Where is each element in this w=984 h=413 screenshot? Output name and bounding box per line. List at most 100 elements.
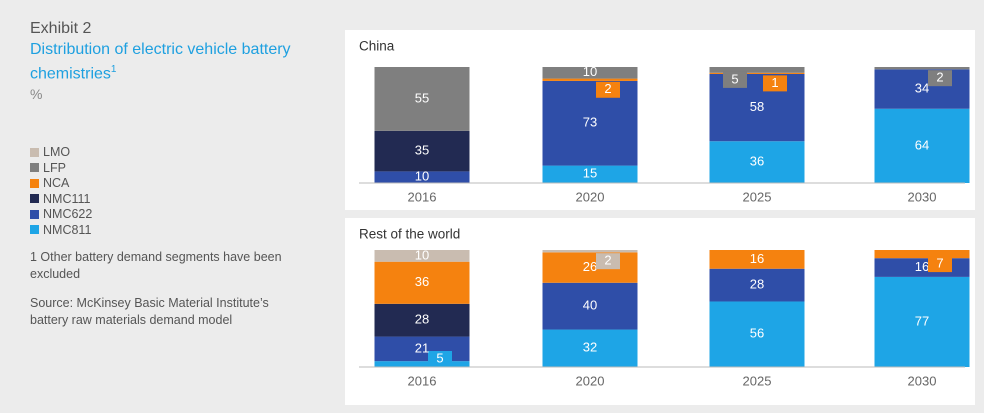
value-label: 35	[415, 143, 429, 158]
value-label: 1	[771, 75, 778, 90]
bar-segment	[709, 301, 805, 367]
value-label-box	[596, 81, 620, 98]
footnote: 1 Other battery demand segments have bee…	[30, 250, 282, 282]
value-label: 26	[583, 259, 597, 274]
x-tick-label: 2020	[576, 373, 605, 388]
legend-swatch	[30, 163, 39, 173]
bar-segment	[709, 250, 805, 269]
value-label: 15	[583, 166, 597, 181]
value-label-box	[928, 70, 952, 87]
value-label: 28	[750, 277, 764, 292]
legend: LMO LFP NCA NMC111 NMC622 NMC811	[30, 144, 320, 237]
value-label-box	[596, 253, 620, 270]
bar-segment	[709, 72, 805, 74]
bar-segment	[542, 78, 638, 81]
value-label: 32	[583, 340, 597, 355]
legend-swatch	[30, 209, 39, 219]
x-tick-label: 2020	[576, 189, 605, 204]
bar-segment	[542, 67, 638, 79]
legend-label: NMC111	[43, 191, 91, 206]
page-title: Distribution of electric vehicle battery…	[30, 40, 320, 84]
bar-segment	[874, 67, 970, 70]
legend-label: LFP	[43, 160, 66, 175]
bar-segment	[709, 141, 805, 183]
bar-segment	[374, 171, 470, 183]
legend-item: LFP	[30, 160, 320, 176]
value-label: 36	[415, 274, 429, 289]
value-label-box	[723, 71, 747, 88]
bar-segment	[542, 282, 638, 330]
bar-segment	[542, 165, 638, 183]
value-label: 16	[915, 259, 929, 274]
legend-label: NCA	[43, 176, 70, 191]
x-tick-label: 2025	[743, 189, 772, 204]
value-label: 7	[936, 256, 943, 271]
value-label-box	[928, 256, 952, 273]
value-label: 10	[415, 169, 429, 184]
value-label-box	[763, 75, 787, 92]
value-label: 55	[415, 90, 429, 105]
bar-segment	[542, 329, 638, 367]
legend-item: NMC622	[30, 206, 320, 222]
value-label: 73	[583, 115, 597, 130]
value-label: 64	[915, 137, 929, 152]
legend-label: NMC811	[43, 222, 92, 237]
legend-swatch	[30, 147, 39, 157]
legend-swatch	[30, 178, 39, 188]
title-note: 1	[110, 64, 117, 75]
value-label: 16	[750, 251, 764, 266]
bar-segment	[709, 67, 805, 73]
value-label: 56	[750, 326, 764, 341]
bar-segment	[709, 268, 805, 302]
side-panel: Exhibit 2 Distribution of electric vehic…	[30, 20, 320, 329]
bar-segment	[874, 276, 970, 367]
value-label: 77	[915, 313, 929, 328]
value-label: 2	[604, 253, 611, 268]
x-tick-label: 2030	[908, 373, 937, 388]
bar-segment	[374, 67, 470, 131]
value-label: 40	[583, 298, 597, 313]
bar-segment	[542, 80, 638, 166]
panel-title: Rest of the world	[359, 227, 460, 242]
legend-item: NMC111	[30, 191, 320, 207]
legend-item: NMC811	[30, 222, 320, 238]
charts: China20161035552020157321020253658152030…	[345, 30, 975, 405]
bar-segment	[542, 252, 638, 283]
legend-label: LMO	[43, 145, 71, 160]
value-label: 36	[750, 154, 764, 169]
x-tick-label: 2030	[908, 189, 937, 204]
exhibit-label: Exhibit 2	[30, 20, 92, 37]
legend-label: NMC622	[43, 207, 93, 222]
bar-segment	[874, 69, 970, 109]
value-label: 5	[731, 71, 738, 86]
value-label-box	[428, 351, 452, 367]
bar-segment	[374, 130, 470, 172]
value-label: 58	[750, 99, 764, 114]
value-label: 21	[415, 340, 429, 355]
legend-swatch	[30, 194, 39, 204]
unit: %	[30, 86, 43, 103]
bar-segment	[874, 250, 970, 259]
legend-item: LMO	[30, 144, 320, 160]
bar-segment	[374, 361, 470, 367]
value-label: 2	[936, 70, 943, 85]
value-label: 28	[415, 312, 429, 327]
bar-segment	[874, 108, 970, 183]
source: Source: McKinsey Basic Material Institut…	[30, 296, 269, 328]
bar-segment	[374, 261, 470, 304]
bar-segment	[374, 336, 470, 362]
value-label: 34	[915, 80, 929, 95]
value-label: 2	[604, 81, 611, 96]
legend-swatch	[30, 225, 39, 235]
title-text: Distribution of electric vehicle battery…	[30, 41, 291, 83]
x-tick-label: 2016	[408, 189, 437, 204]
value-label: 5	[436, 350, 443, 365]
legend-item: NCA	[30, 175, 320, 191]
bar-segment	[542, 250, 638, 253]
bar-segment	[374, 250, 470, 262]
bar-segment	[374, 303, 470, 337]
value-label: 10	[583, 64, 597, 79]
x-tick-label: 2025	[743, 373, 772, 388]
panel-title: China	[359, 39, 395, 54]
